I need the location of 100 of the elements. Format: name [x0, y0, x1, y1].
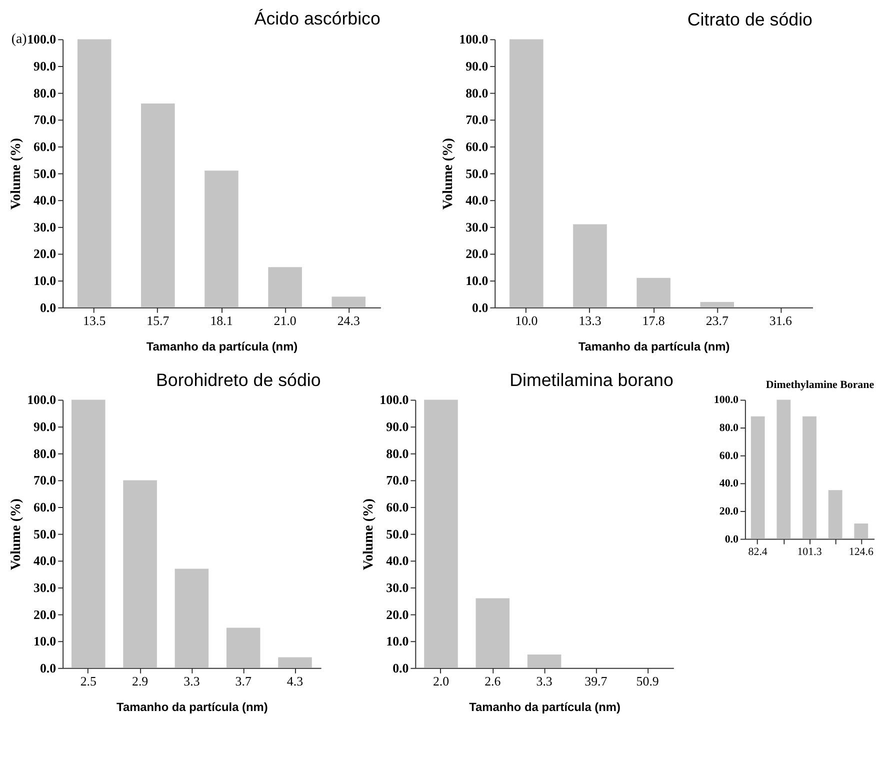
x-tick-label: 4.3	[286, 673, 304, 688]
y-tick-label: 10.0	[466, 273, 488, 288]
y-axis-title: Volume (%)	[9, 498, 24, 570]
x-tick-label: 24.3	[337, 312, 360, 328]
y-axis-title: Volume (%)	[362, 498, 377, 570]
y-tick-label: 0.0	[40, 300, 56, 315]
y-tick-label: 50.0	[34, 166, 56, 181]
x-tick-label: 23.7	[706, 312, 729, 328]
y-tick-label: 30.0	[466, 219, 488, 234]
chart-title: Citrato de sódio	[687, 9, 813, 30]
y-tick-label: 30.0	[34, 219, 56, 234]
x-tick-label: 3.3	[184, 673, 200, 688]
x-tick-label: 13.5	[83, 312, 106, 328]
y-tick-label: 40.0	[719, 478, 740, 490]
bar	[476, 598, 510, 668]
x-tick-label: 18.1	[210, 312, 233, 328]
y-tick-label: 100.0	[459, 32, 488, 47]
y-tick-label: 80.0	[719, 422, 740, 434]
bar	[278, 657, 312, 668]
x-tick-label: 101.3	[797, 546, 822, 558]
x-axis-title: Tamanho da partícula (nm)	[578, 340, 730, 354]
bar	[776, 400, 791, 539]
bar	[636, 278, 670, 308]
y-tick-label: 80.0	[34, 446, 56, 461]
y-axis-title: Volume (%)	[441, 138, 456, 210]
bar	[268, 267, 302, 308]
bar	[700, 302, 734, 308]
x-tick-label: 39.7	[584, 673, 608, 688]
y-tick-label: 30.0	[34, 580, 56, 595]
x-tick-label: 2.9	[132, 673, 148, 688]
bar	[332, 296, 366, 308]
y-axis-title: Volume (%)	[9, 138, 24, 210]
y-tick-label: 100.0	[27, 392, 56, 408]
y-tick-label: 90.0	[386, 419, 409, 434]
x-tick-label: 15.7	[146, 312, 170, 328]
y-tick-label: 20.0	[34, 606, 56, 622]
y-tick-label: 100.0	[380, 392, 409, 408]
bar	[226, 628, 260, 668]
y-tick-label: 60.0	[719, 450, 740, 462]
y-tick-label: 90.0	[34, 419, 56, 434]
x-tick-label: 17.8	[642, 312, 665, 328]
x-tick-label: 124.6	[848, 546, 874, 558]
x-tick-label: 82.4	[748, 546, 768, 558]
x-tick-label: 3.7	[235, 673, 252, 688]
x-tick-label: 31.6	[769, 312, 793, 328]
y-tick-label: 40.0	[466, 192, 488, 208]
y-tick-label: 60.0	[386, 499, 409, 514]
x-tick-label: 2.5	[80, 673, 96, 688]
bar	[77, 39, 112, 308]
y-tick-label: 10.0	[34, 273, 56, 288]
y-tick-label: 20.0	[34, 246, 56, 262]
chart-title: Ácido ascórbico	[254, 8, 380, 28]
chart-title: Dimetilamina borano	[510, 370, 674, 390]
y-tick-label: 0.0	[724, 533, 740, 546]
y-tick-label: 90.0	[34, 58, 56, 74]
x-tick-label: 50.9	[636, 673, 659, 688]
y-tick-label: 20.0	[719, 505, 740, 518]
y-tick-label: 40.0	[34, 553, 56, 568]
y-tick-label: 70.0	[386, 472, 409, 488]
y-tick-label: 40.0	[34, 192, 56, 208]
x-tick-label: 13.3	[578, 312, 602, 328]
y-tick-label: 90.0	[466, 58, 488, 74]
bar	[204, 170, 238, 308]
bar	[141, 104, 175, 308]
bar	[527, 654, 562, 668]
y-tick-label: 100.0	[714, 394, 740, 406]
bar	[510, 39, 544, 308]
bar	[854, 524, 868, 539]
y-tick-label: 20.0	[466, 246, 488, 262]
y-tick-label: 40.0	[386, 553, 409, 568]
x-tick-label: 3.3	[536, 673, 552, 688]
y-tick-label: 80.0	[34, 85, 56, 100]
y-tick-label: 10.0	[386, 634, 409, 649]
x-tick-label: 2.6	[484, 673, 502, 688]
bar	[424, 400, 458, 668]
bar	[802, 416, 816, 539]
x-axis-title: Tamanho da partícula (nm)	[469, 700, 620, 714]
y-tick-label: 10.0	[34, 634, 56, 649]
y-tick-label: 60.0	[34, 138, 56, 154]
y-tick-label: 20.0	[386, 606, 409, 622]
bar	[72, 400, 106, 668]
chart-title: Borohidreto de sódio	[156, 370, 321, 390]
y-tick-label: 100.0	[27, 32, 56, 47]
bar	[573, 224, 607, 308]
y-tick-label: 60.0	[466, 138, 488, 154]
x-tick-label: 10.0	[515, 312, 538, 328]
x-tick-label: 2.0	[432, 673, 450, 688]
y-tick-label: 70.0	[34, 472, 56, 488]
chart-title: Dimethylamine Borane	[766, 378, 874, 391]
x-axis-title: Tamanho da partícula (nm)	[116, 700, 268, 714]
bar	[828, 490, 842, 539]
bar	[174, 568, 209, 668]
y-tick-label: 70.0	[466, 112, 488, 128]
x-tick-label: 21.0	[274, 312, 296, 328]
y-tick-label: 50.0	[34, 526, 56, 542]
bar	[750, 416, 765, 539]
bar	[123, 480, 157, 668]
y-tick-label: 80.0	[386, 446, 409, 461]
y-tick-label: 50.0	[386, 526, 409, 542]
y-tick-label: 0.0	[392, 660, 409, 676]
